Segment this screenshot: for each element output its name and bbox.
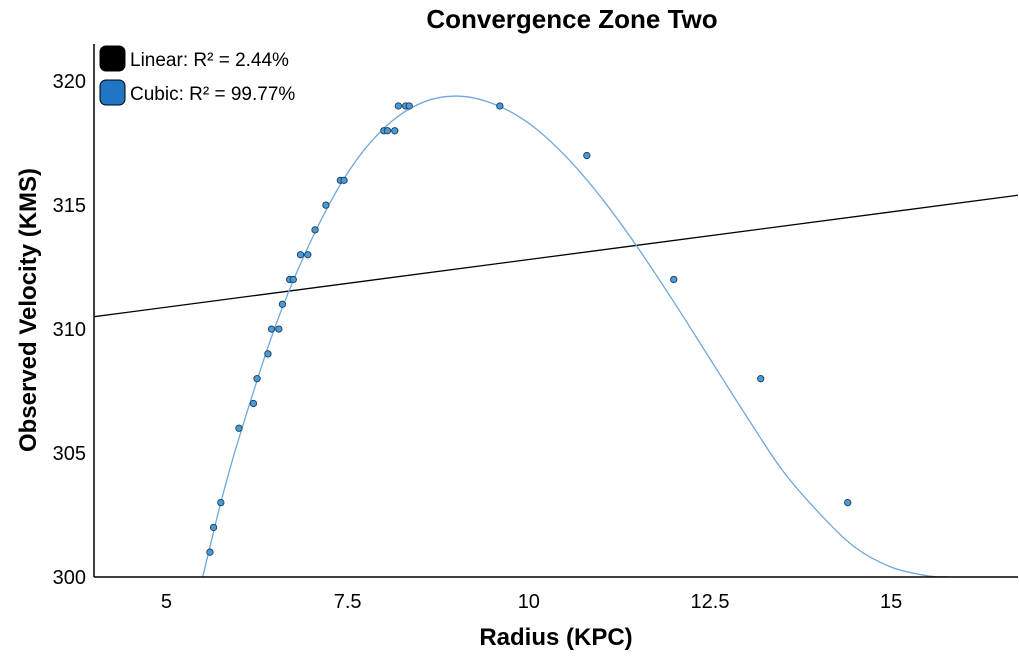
x-tick-label: 7.5 — [334, 591, 362, 613]
data-point — [249, 399, 258, 408]
data-point — [583, 151, 591, 160]
x-tick-label: 12.5 — [691, 591, 730, 613]
x-tick-label: 15 — [880, 591, 902, 613]
legend-swatch-linear — [99, 45, 126, 72]
data-point — [206, 548, 214, 556]
linear-fit-layer — [94, 194, 1018, 318]
chart-title: Convergence Zone Two — [426, 4, 717, 34]
y-tick-label: 320 — [53, 71, 86, 93]
data-point — [311, 226, 319, 234]
data-point — [253, 375, 261, 383]
y-tick-labels: 300 305 310 315 320 — [53, 71, 86, 589]
data-point — [235, 424, 243, 432]
cubic-fit-curve — [202, 95, 950, 577]
data-point — [296, 251, 305, 259]
plot-area — [94, 95, 1018, 577]
y-tick-label: 315 — [53, 195, 86, 217]
legend: Linear: R² = 2.44% Cubic: R² = 99.77% — [99, 45, 295, 106]
data-point — [267, 325, 276, 333]
legend-label-cubic: Cubic: R² = 99.77% — [130, 84, 295, 105]
data-point — [289, 275, 297, 284]
x-tick-label: 5 — [161, 591, 172, 613]
data-point — [496, 102, 504, 110]
y-axis-label: Observed Velocity (KMS) — [15, 168, 42, 452]
x-axis-label: Radius (KPC) — [479, 624, 632, 651]
data-point — [322, 201, 330, 209]
data-point — [217, 498, 225, 507]
data-point — [383, 127, 392, 135]
data-point — [670, 275, 678, 284]
y-tick-label: 300 — [53, 567, 86, 589]
data-point — [405, 102, 413, 110]
data-point — [304, 251, 312, 259]
y-tick-label: 305 — [53, 443, 86, 465]
legend-label-linear: Linear: R² = 2.44% — [130, 50, 289, 71]
data-points-layer — [206, 102, 852, 556]
data-point — [278, 300, 287, 308]
data-point — [264, 350, 272, 358]
data-point — [340, 176, 348, 184]
data-point — [209, 523, 218, 532]
legend-swatch-cubic — [99, 79, 126, 106]
data-point — [757, 375, 765, 383]
linear-fit-line — [94, 194, 1018, 318]
data-point — [391, 127, 399, 135]
data-point — [844, 498, 852, 507]
data-point — [394, 102, 403, 110]
data-point — [275, 325, 283, 333]
x-tick-labels: 5 7.5 10 12.5 15 — [161, 591, 902, 613]
cubic-fit-layer — [202, 95, 950, 577]
x-tick-label: 10 — [518, 591, 540, 613]
y-tick-label: 310 — [53, 319, 86, 341]
